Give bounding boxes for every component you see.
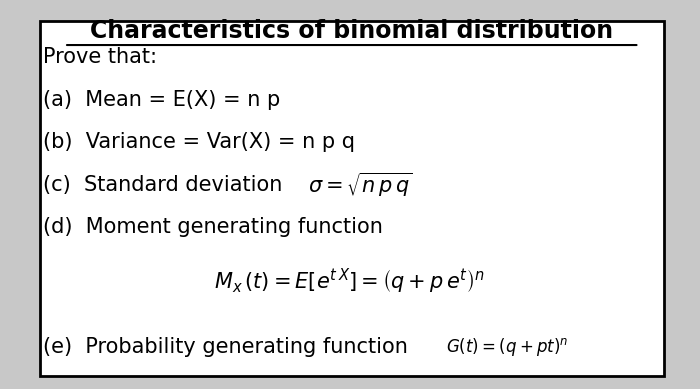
Text: (b)  Variance = Var(X) = n p q: (b) Variance = Var(X) = n p q: [43, 132, 355, 152]
Text: $G(t) = (q + pt)^{n}$: $G(t) = (q + pt)^{n}$: [446, 336, 569, 358]
Text: (c)  Standard deviation: (c) Standard deviation: [43, 175, 283, 195]
FancyBboxPatch shape: [40, 21, 664, 376]
Text: (a)  Mean = E(X) = n p: (a) Mean = E(X) = n p: [43, 90, 281, 110]
Text: $M_x\,(t) = E[e^{t\,X}] = \left(q + p\,e^{t}\right)^{n}$: $M_x\,(t) = E[e^{t\,X}] = \left(q + p\,e…: [214, 267, 486, 296]
Text: (e)  Probability generating function: (e) Probability generating function: [43, 337, 408, 357]
Text: (d)  Moment generating function: (d) Moment generating function: [43, 217, 383, 237]
Text: Prove that:: Prove that:: [43, 47, 158, 67]
Text: Characteristics of binomial distribution: Characteristics of binomial distribution: [90, 19, 613, 43]
Text: $\sigma = \sqrt{n\,p\,q}$: $\sigma = \sqrt{n\,p\,q}$: [308, 171, 413, 199]
